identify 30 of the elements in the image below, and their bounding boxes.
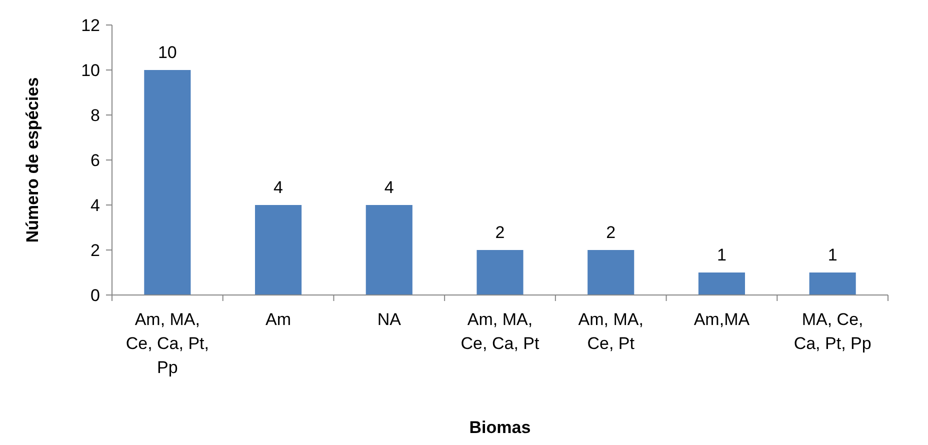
bar	[255, 205, 302, 295]
data-label: 1	[828, 246, 838, 264]
y-tick-label: 0	[90, 286, 100, 305]
x-tick-label: NA	[377, 310, 402, 329]
bar	[366, 205, 412, 295]
x-tick-label: Am, MA, Ce, Ca, Pt, Pp	[126, 310, 209, 377]
data-label: 10	[158, 43, 177, 62]
y-tick-label: 4	[90, 196, 100, 215]
x-tick-label: Am, MA, Ce, Pt	[578, 310, 644, 353]
data-label: 2	[606, 223, 616, 242]
x-axis-title: Biomas	[469, 418, 531, 437]
bar	[809, 272, 856, 295]
y-tick-label: 12	[81, 16, 100, 35]
data-label: 1	[716, 246, 726, 264]
x-tick-label: Am	[266, 310, 292, 329]
data-label: 2	[495, 223, 505, 242]
bar	[476, 250, 524, 295]
data-label: 4	[274, 178, 284, 197]
y-tick-label: 8	[90, 106, 100, 125]
x-tick-label: Am,MA	[694, 310, 750, 329]
bar	[144, 70, 191, 295]
x-tick-label: Am, MA, Ce, Ca, Pt	[460, 310, 540, 353]
data-label: 4	[384, 178, 394, 197]
y-tick-label: 10	[81, 60, 100, 80]
y-tick-label: 2	[90, 240, 100, 260]
bar	[588, 250, 634, 295]
x-tick-label: MA, Ce, Ca, Pt, Pp	[794, 310, 872, 353]
y-axis-title: Número de espécies	[23, 77, 42, 243]
y-tick-label: 6	[90, 150, 100, 170]
bar	[698, 272, 745, 295]
